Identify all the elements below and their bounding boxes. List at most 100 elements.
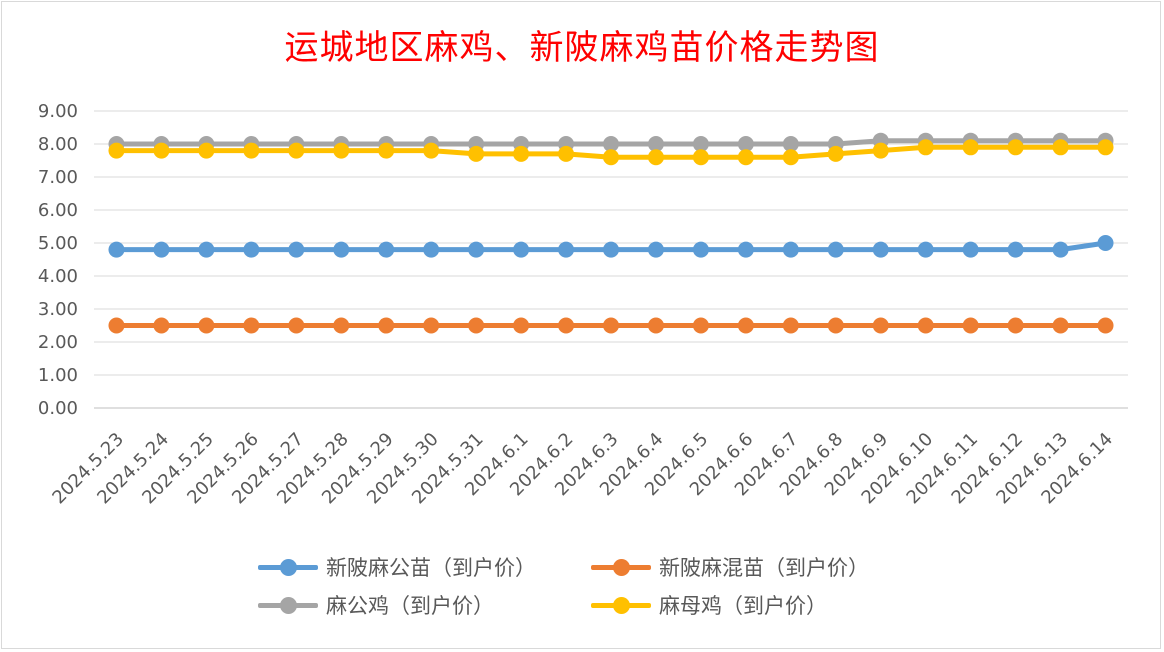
- series-1-point[interactable]: [962, 241, 979, 258]
- series-4-point[interactable]: [1097, 139, 1114, 156]
- series-2-point[interactable]: [153, 317, 170, 334]
- legend-label-series-2: 新陂麻混苗（到户价）: [659, 556, 869, 580]
- series-4-point[interactable]: [378, 142, 395, 159]
- series-3-point[interactable]: [782, 136, 799, 152]
- y-axis-ticks: 0.00 1.00 2.00 3.00 4.00 5.00 6.00 7.00 8.00 9.00: [38, 101, 78, 419]
- series-4-point[interactable]: [962, 139, 979, 156]
- series-2-point[interactable]: [1097, 317, 1114, 334]
- series-4-point[interactable]: [153, 142, 170, 159]
- legend-item-series-4[interactable]: 麻母鸡（到户价）: [591, 590, 827, 620]
- legend-item-series-2[interactable]: 新陂麻混苗（到户价）: [591, 552, 869, 582]
- series-4-point[interactable]: [1007, 139, 1024, 156]
- legend-marker-series-3: [258, 590, 318, 620]
- legend-label-series-4: 麻母鸡（到户价）: [659, 594, 827, 618]
- series-1-point[interactable]: [333, 241, 350, 258]
- series-1-point[interactable]: [917, 241, 934, 258]
- legend-marker-series-1: [258, 552, 318, 582]
- series-4-point[interactable]: [288, 142, 305, 159]
- series-4-point[interactable]: [333, 142, 350, 159]
- series-1-point[interactable]: [827, 241, 844, 258]
- series-2-point[interactable]: [108, 317, 125, 334]
- series-4-point[interactable]: [468, 145, 485, 162]
- y-tick-label: 8.00: [38, 134, 78, 155]
- series-2-point[interactable]: [513, 317, 530, 334]
- series-4-point[interactable]: [513, 145, 530, 162]
- series-2-point[interactable]: [827, 317, 844, 334]
- series-4-point[interactable]: [198, 142, 215, 159]
- series-1-point[interactable]: [198, 241, 215, 258]
- series-1-point[interactable]: [872, 241, 889, 258]
- series-3-point[interactable]: [737, 136, 754, 152]
- legend-marker-series-2: [591, 552, 651, 582]
- series-4-point[interactable]: [827, 145, 844, 162]
- series-1-point[interactable]: [108, 241, 125, 258]
- series-2-point[interactable]: [423, 317, 440, 334]
- series-1-point[interactable]: [378, 241, 395, 258]
- series-4-point[interactable]: [243, 142, 260, 159]
- series-3-point[interactable]: [647, 136, 664, 152]
- series-3-point[interactable]: [692, 136, 709, 152]
- y-tick-label: 2.00: [38, 332, 78, 353]
- series-1-point[interactable]: [1007, 241, 1024, 258]
- series-2-point[interactable]: [288, 317, 305, 334]
- legend-marker-series-4: [591, 590, 651, 620]
- series-2-point[interactable]: [603, 317, 619, 334]
- series-1-point[interactable]: [288, 241, 305, 258]
- series-2-point[interactable]: [1052, 317, 1069, 334]
- series-1-point[interactable]: [603, 241, 619, 258]
- chart-title: 运城地区麻鸡、新陂麻鸡苗价格走势图: [284, 28, 880, 68]
- y-tick-label: 0.00: [38, 398, 78, 419]
- series-1-point[interactable]: [558, 241, 575, 258]
- series-1-point[interactable]: [692, 241, 709, 258]
- series-3-point[interactable]: [603, 136, 619, 152]
- series-1-point[interactable]: [647, 241, 664, 258]
- series-1-point[interactable]: [1052, 241, 1069, 258]
- series-2-point[interactable]: [468, 317, 485, 334]
- series-4-point[interactable]: [692, 149, 709, 166]
- series-4: [108, 139, 1114, 166]
- series-4-point[interactable]: [737, 149, 754, 166]
- series-2-point[interactable]: [737, 317, 754, 334]
- series-4-point[interactable]: [647, 149, 664, 166]
- series-4-point[interactable]: [782, 149, 799, 166]
- series-4-point[interactable]: [423, 142, 440, 159]
- series-1-point[interactable]: [1097, 235, 1114, 251]
- series-1-point[interactable]: [513, 241, 530, 258]
- series-1-point[interactable]: [423, 241, 440, 258]
- series-2-point[interactable]: [333, 317, 350, 334]
- series-1-point[interactable]: [243, 241, 260, 258]
- series-1-point[interactable]: [737, 241, 754, 258]
- y-tick-label: 6.00: [38, 200, 78, 221]
- series-4-point[interactable]: [1052, 139, 1069, 156]
- series-4-point[interactable]: [917, 139, 934, 156]
- y-tick-label: 3.00: [38, 299, 78, 320]
- series-2-point[interactable]: [872, 317, 889, 334]
- series-4-point[interactable]: [872, 142, 889, 159]
- legend-item-series-1[interactable]: 新陂麻公苗（到户价）: [258, 552, 536, 582]
- series-4-point[interactable]: [108, 142, 125, 159]
- series-2-point[interactable]: [243, 317, 260, 334]
- series-2: [108, 317, 1114, 334]
- y-tick-label: 7.00: [38, 167, 78, 188]
- series-lines: [108, 132, 1114, 334]
- series-2-point[interactable]: [917, 317, 934, 334]
- series-1-point[interactable]: [782, 241, 799, 258]
- series-2-point[interactable]: [962, 317, 979, 334]
- series-1: [108, 235, 1114, 258]
- y-tick-label: 9.00: [38, 101, 78, 122]
- series-2-point[interactable]: [558, 317, 575, 334]
- y-tick-label: 5.00: [38, 233, 78, 254]
- series-4-point[interactable]: [558, 145, 575, 162]
- x-axis-ticks: 2024.5.232024.5.242024.5.252024.5.262024…: [48, 429, 1117, 509]
- series-2-point[interactable]: [378, 317, 395, 334]
- series-2-point[interactable]: [692, 317, 709, 334]
- series-2-point[interactable]: [198, 317, 215, 334]
- series-1-point[interactable]: [153, 241, 170, 258]
- legend-item-series-3[interactable]: 麻公鸡（到户价）: [258, 590, 494, 620]
- series-2-point[interactable]: [647, 317, 664, 334]
- series-2-point[interactable]: [782, 317, 799, 334]
- series-2-point[interactable]: [1007, 317, 1024, 334]
- series-4-point[interactable]: [603, 149, 619, 166]
- series-1-point[interactable]: [468, 241, 485, 258]
